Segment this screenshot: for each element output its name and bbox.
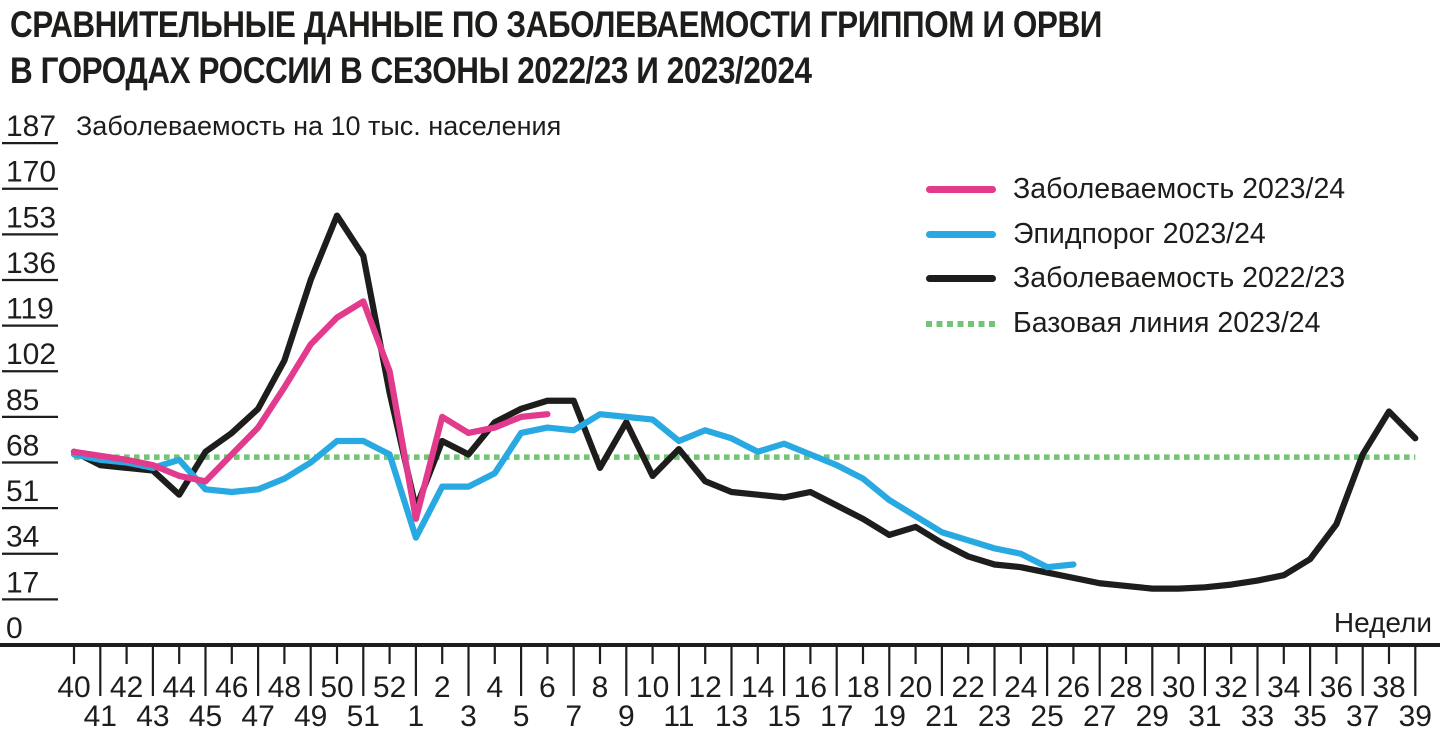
x-tick-label: 22	[952, 671, 985, 704]
x-tick-label: 41	[84, 700, 117, 732]
chart-title: СРАВНИТЕЛЬНЫЕ ДАННЫЕ ПО ЗАБОЛЕВАЕМОСТИ Г…	[10, 2, 1295, 94]
legend-label-baseline-2023-24: Базовая линия 2023/24	[1013, 307, 1321, 340]
legend-swatch-epidemic-threshold-2023-24	[926, 230, 996, 238]
legend-swatch-incidence-2022-23	[926, 275, 996, 283]
x-tick-label: 52	[373, 671, 406, 704]
x-tick-label: 45	[189, 700, 222, 732]
legend-swatch-baseline-2023-24	[926, 320, 996, 327]
legend: Заболеваемость 2023/24 Эпидпорог 2023/24…	[926, 167, 1345, 346]
legend-item-incidence-2023-24: Заболеваемость 2023/24	[926, 167, 1345, 212]
x-tick-label: 23	[978, 700, 1011, 732]
x-tick-label: 46	[215, 671, 248, 704]
x-tick-label: 34	[1267, 671, 1300, 704]
x-tick-label: 49	[294, 700, 327, 732]
x-tick-label: 26	[1057, 671, 1090, 704]
x-tick-label: 10	[636, 671, 669, 704]
x-tick-label: 16	[794, 671, 827, 704]
x-tick-label: 39	[1399, 700, 1432, 732]
y-tick-label: 51	[6, 475, 39, 508]
x-tick-label: 13	[715, 700, 748, 732]
y-tick-label: 170	[6, 156, 56, 189]
x-tick-label: 42	[110, 671, 143, 704]
x-tick-label: 24	[1004, 671, 1037, 704]
series-line-0	[70, 298, 551, 522]
legend-swatch-incidence-2023-24	[926, 185, 996, 193]
x-tick-label: 3	[460, 700, 477, 732]
y-tick-label: 136	[6, 247, 56, 280]
x-tick-label: 43	[136, 700, 169, 732]
x-axis-line	[0, 643, 1440, 647]
x-tick-label: 15	[767, 700, 800, 732]
series-line-1	[70, 411, 1077, 571]
x-axis-title: Недели	[1333, 607, 1432, 638]
y-tick-label: 17	[6, 566, 39, 599]
x-tick-label: 44	[163, 671, 196, 704]
x-tick-label: 30	[1162, 671, 1195, 704]
y-tick-label: 153	[6, 201, 56, 234]
chart-title-line2: В ГОРОДАХ РОССИИ В СЕЗОНЫ 2022/23 И 2023…	[10, 50, 812, 91]
x-tick-label: 50	[320, 671, 353, 704]
x-tick-label: 27	[1083, 700, 1116, 732]
y-tick-label: 119	[6, 293, 54, 326]
y-tick-label: 187	[6, 110, 56, 143]
x-tick-label: 33	[1241, 700, 1274, 732]
legend-label-incidence-2022-23: Заболеваемость 2022/23	[1013, 262, 1346, 295]
x-tick-label: 28	[1109, 671, 1142, 704]
chart-title-line1: СРАВНИТЕЛЬНЫЕ ДАННЫЕ ПО ЗАБОЛЕВАЕМОСТИ Г…	[10, 4, 1102, 45]
x-tick-label: 6	[539, 671, 556, 704]
legend-item-epidemic-threshold-2023-24: Эпидпорог 2023/24	[926, 212, 1345, 257]
x-tick-label: 19	[873, 700, 906, 732]
x-tick-label: 12	[689, 671, 722, 704]
legend-item-incidence-2022-23: Заболеваемость 2022/23	[926, 257, 1345, 302]
x-tick-label: 5	[513, 700, 530, 732]
y-tick-label: 68	[6, 429, 39, 462]
x-tick-label: 48	[268, 671, 301, 704]
x-tick-label: 40	[57, 671, 90, 704]
legend-label-epidemic-threshold-2023-24: Эпидпорог 2023/24	[1013, 217, 1266, 250]
x-tick-label: 36	[1320, 671, 1353, 704]
y-tick-label: 0	[6, 612, 23, 645]
x-tick-label: 38	[1372, 671, 1405, 704]
x-tick-label: 7	[565, 700, 582, 732]
x-tick-label: 9	[618, 700, 635, 732]
x-tick-label: 37	[1346, 700, 1379, 732]
x-tick-label: 29	[1136, 700, 1169, 732]
x-tick-label: 1	[408, 700, 425, 732]
x-tick-label: 8	[592, 671, 609, 704]
x-tick-label: 32	[1215, 671, 1248, 704]
y-tick-label: 34	[6, 521, 39, 554]
y-tick-label: 102	[6, 338, 56, 371]
y-axis-title: Заболеваемость на 10 тыс. населения	[76, 111, 562, 141]
x-tick-label: 14	[741, 671, 774, 704]
x-tick-label: 4	[486, 671, 503, 704]
x-tick-label: 21	[925, 700, 958, 732]
x-tick-label: 2	[434, 671, 451, 704]
y-tick-label: 85	[6, 384, 39, 417]
x-tick-label: 35	[1293, 700, 1326, 732]
x-tick-label: 20	[899, 671, 932, 704]
x-tick-label: 47	[241, 700, 274, 732]
x-tick-label: 18	[846, 671, 879, 704]
x-tick-label: 25	[1030, 700, 1063, 732]
legend-item-baseline-2023-24: Базовая линия 2023/24	[926, 301, 1345, 346]
x-tick-label: 51	[347, 700, 380, 732]
x-tick-label: 11	[663, 700, 694, 732]
series-line-2	[70, 212, 1419, 592]
x-tick-label: 31	[1188, 700, 1221, 732]
legend-label-incidence-2023-24: Заболеваемость 2023/24	[1013, 172, 1346, 205]
x-tick-label: 17	[820, 700, 853, 732]
